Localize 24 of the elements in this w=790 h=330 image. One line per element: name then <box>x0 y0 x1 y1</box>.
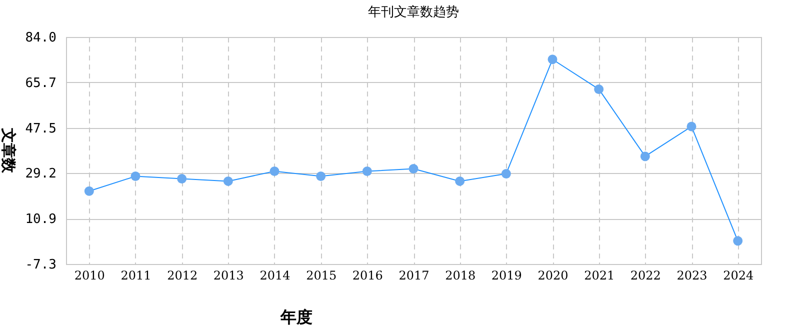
y-tick-label: 29.2 <box>25 166 56 182</box>
x-tick-label: 2022 <box>630 268 661 282</box>
x-tick-label: 2020 <box>538 268 568 282</box>
x-tick-label: 2024 <box>723 268 754 282</box>
x-tick-label: 2017 <box>398 268 430 282</box>
x-tick-label: 2018 <box>445 268 476 282</box>
x-axis-title: 年度 <box>280 308 312 326</box>
x-tick-label: 2021 <box>584 268 615 282</box>
x-tick-label: 2023 <box>676 268 708 282</box>
x-tick-label: 2014 <box>260 268 291 282</box>
x-tick-label: 2015 <box>306 268 337 282</box>
y-tick-label: 47.5 <box>25 121 56 136</box>
y-tick-label: 84.0 <box>25 30 56 46</box>
y-tick-label: 10.9 <box>25 212 56 228</box>
x-tick-label: 2013 <box>213 268 244 282</box>
x-tick-label: 2011 <box>120 268 152 282</box>
x-tick-label: 2019 <box>491 268 522 282</box>
y-tick-label: 65.7 <box>25 76 56 91</box>
x-tick-label: 2010 <box>74 268 105 282</box>
x-tick-label: 2016 <box>352 268 383 282</box>
x-tick-label: 2012 <box>167 268 198 282</box>
chart-title: 年刊文章数趋势 <box>368 5 459 20</box>
y-axis-title: 文章数 <box>0 127 18 174</box>
y-tick-label: -7.3 <box>25 258 56 272</box>
